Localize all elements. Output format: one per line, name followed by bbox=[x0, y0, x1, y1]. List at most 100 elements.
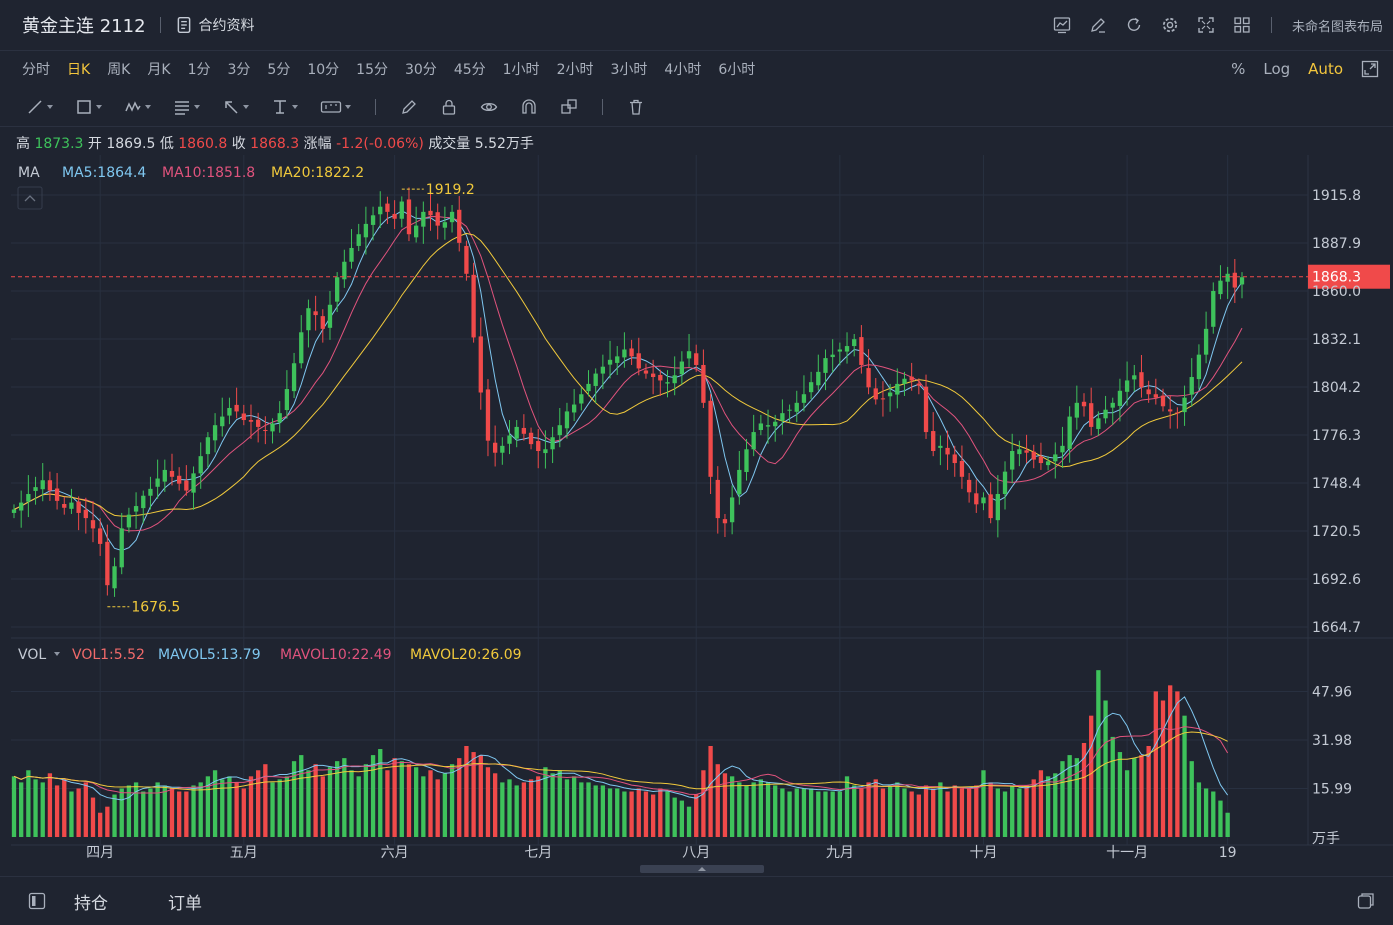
number-tool[interactable] bbox=[320, 98, 351, 116]
period-12[interactable]: 2小时 bbox=[556, 62, 594, 78]
last-price-label: 1868.3 bbox=[1312, 270, 1361, 286]
candle-body bbox=[191, 473, 196, 493]
volume-label: 成交量 bbox=[428, 136, 471, 152]
tab-positions[interactable]: 持仓 bbox=[74, 893, 108, 914]
volume-bar bbox=[356, 776, 361, 837]
trash-icon[interactable] bbox=[627, 98, 645, 116]
period-9[interactable]: 30分 bbox=[404, 62, 437, 78]
volume-bar bbox=[119, 788, 124, 837]
lock-icon[interactable] bbox=[440, 98, 458, 116]
volume-bar bbox=[995, 788, 1000, 837]
volume-bar bbox=[1081, 742, 1087, 837]
candle-body bbox=[119, 528, 124, 568]
candle-body bbox=[536, 441, 541, 451]
period-8[interactable]: 15分 bbox=[356, 62, 388, 78]
text-tool[interactable] bbox=[271, 98, 298, 116]
candle-body bbox=[270, 423, 275, 432]
high-label: 高 bbox=[16, 136, 30, 152]
period-4[interactable]: 1分 bbox=[187, 62, 211, 78]
period-7[interactable]: 10分 bbox=[307, 62, 340, 78]
fullscreen-icon[interactable] bbox=[1197, 16, 1215, 34]
volume-bar bbox=[320, 776, 325, 837]
volume-bar bbox=[69, 791, 74, 837]
line-tool[interactable] bbox=[26, 98, 53, 116]
contract-info-button[interactable]: 合约资料 bbox=[175, 15, 255, 35]
candle-body bbox=[198, 456, 203, 474]
candle-body bbox=[1060, 445, 1065, 453]
candle-body bbox=[952, 454, 957, 464]
percent-scale-button[interactable]: % bbox=[1231, 60, 1246, 78]
instrument-title[interactable]: 黄金主连 2112 bbox=[22, 16, 146, 37]
volume-bar bbox=[844, 776, 850, 837]
candle-body bbox=[47, 480, 53, 491]
candle-body bbox=[629, 348, 634, 357]
volume-bar bbox=[787, 791, 792, 837]
layout-grid-icon[interactable] bbox=[1233, 16, 1251, 34]
candle-body bbox=[880, 398, 886, 400]
volume-bar bbox=[306, 770, 311, 837]
vol-legend-label[interactable]: VOL bbox=[18, 647, 46, 663]
layout-name-button[interactable]: 未命名图表布局 bbox=[1291, 19, 1383, 35]
pencil-icon[interactable] bbox=[400, 98, 418, 116]
popout-icon[interactable] bbox=[1357, 892, 1375, 910]
log-scale-button[interactable]: Log bbox=[1263, 60, 1291, 78]
time-tick-label: 19 bbox=[1219, 845, 1237, 861]
candle-body bbox=[988, 494, 993, 519]
period-5[interactable]: 3分 bbox=[227, 62, 251, 78]
volume-bar bbox=[780, 788, 785, 837]
period-14[interactable]: 4小时 bbox=[664, 62, 702, 78]
shape-tool[interactable] bbox=[75, 98, 102, 116]
candle-body bbox=[794, 402, 799, 412]
period-2[interactable]: 周K bbox=[107, 62, 131, 78]
magnet-icon[interactable] bbox=[520, 98, 538, 116]
candle-body bbox=[413, 225, 419, 238]
chart-type-icon[interactable] bbox=[1053, 16, 1071, 34]
candle-body bbox=[528, 432, 534, 445]
volume-bar bbox=[1160, 700, 1166, 837]
text-icon bbox=[274, 100, 286, 114]
collapse-button[interactable] bbox=[17, 186, 43, 210]
pattern-tool[interactable] bbox=[124, 98, 151, 116]
period-6[interactable]: 5分 bbox=[267, 62, 291, 78]
fibonacci-tool[interactable] bbox=[173, 98, 200, 116]
volume-tick-label: 31.98 bbox=[1312, 733, 1352, 749]
candlestick-chart[interactable]: 1868.3 1919.2 1676.5 1915.8 1887.9 1860.0 183… bbox=[0, 155, 1393, 875]
period-3[interactable]: 月K bbox=[147, 62, 171, 78]
volume-bar bbox=[571, 776, 577, 837]
edit-icon[interactable] bbox=[1089, 16, 1107, 34]
price-tick-label: 1804.2 bbox=[1312, 380, 1361, 396]
period-0[interactable]: 分时 bbox=[22, 62, 50, 78]
period-13[interactable]: 3小时 bbox=[610, 62, 648, 78]
period-15[interactable]: 6小时 bbox=[718, 62, 756, 78]
auto-scale-button[interactable]: Auto bbox=[1308, 60, 1343, 78]
gear-icon[interactable] bbox=[1161, 16, 1179, 34]
candle-body bbox=[220, 416, 225, 427]
refresh-icon[interactable] bbox=[1125, 16, 1143, 34]
volume-bar bbox=[457, 758, 462, 837]
volume-bars bbox=[11, 670, 1230, 837]
candle-body bbox=[284, 389, 290, 411]
price-tick-label: 1748.4 bbox=[1312, 476, 1361, 492]
panel-toggle-icon[interactable] bbox=[28, 892, 46, 910]
time-tick-label: 四月 bbox=[86, 845, 114, 861]
volume-bar bbox=[737, 782, 742, 837]
period-11[interactable]: 1小时 bbox=[502, 62, 540, 78]
tab-orders[interactable]: 订单 bbox=[168, 893, 202, 914]
clone-icon[interactable] bbox=[560, 98, 578, 116]
candle-body bbox=[507, 435, 512, 444]
ma-legend-label[interactable]: MA bbox=[18, 165, 40, 181]
volume-bar bbox=[694, 794, 699, 837]
period-1[interactable]: 日K bbox=[67, 62, 91, 78]
candle-body bbox=[1103, 409, 1108, 419]
volume-bar bbox=[643, 791, 649, 837]
eye-icon[interactable] bbox=[480, 98, 498, 116]
volume-bar bbox=[212, 770, 218, 837]
volume-bar bbox=[895, 782, 900, 837]
chevron-down-icon bbox=[54, 652, 60, 656]
period-10[interactable]: 45分 bbox=[453, 62, 486, 78]
volume-bar bbox=[966, 788, 972, 837]
expand-icon[interactable] bbox=[1361, 60, 1379, 78]
candle-body bbox=[909, 376, 914, 381]
arrow-tool[interactable] bbox=[222, 98, 249, 116]
candle-body bbox=[1153, 394, 1158, 398]
